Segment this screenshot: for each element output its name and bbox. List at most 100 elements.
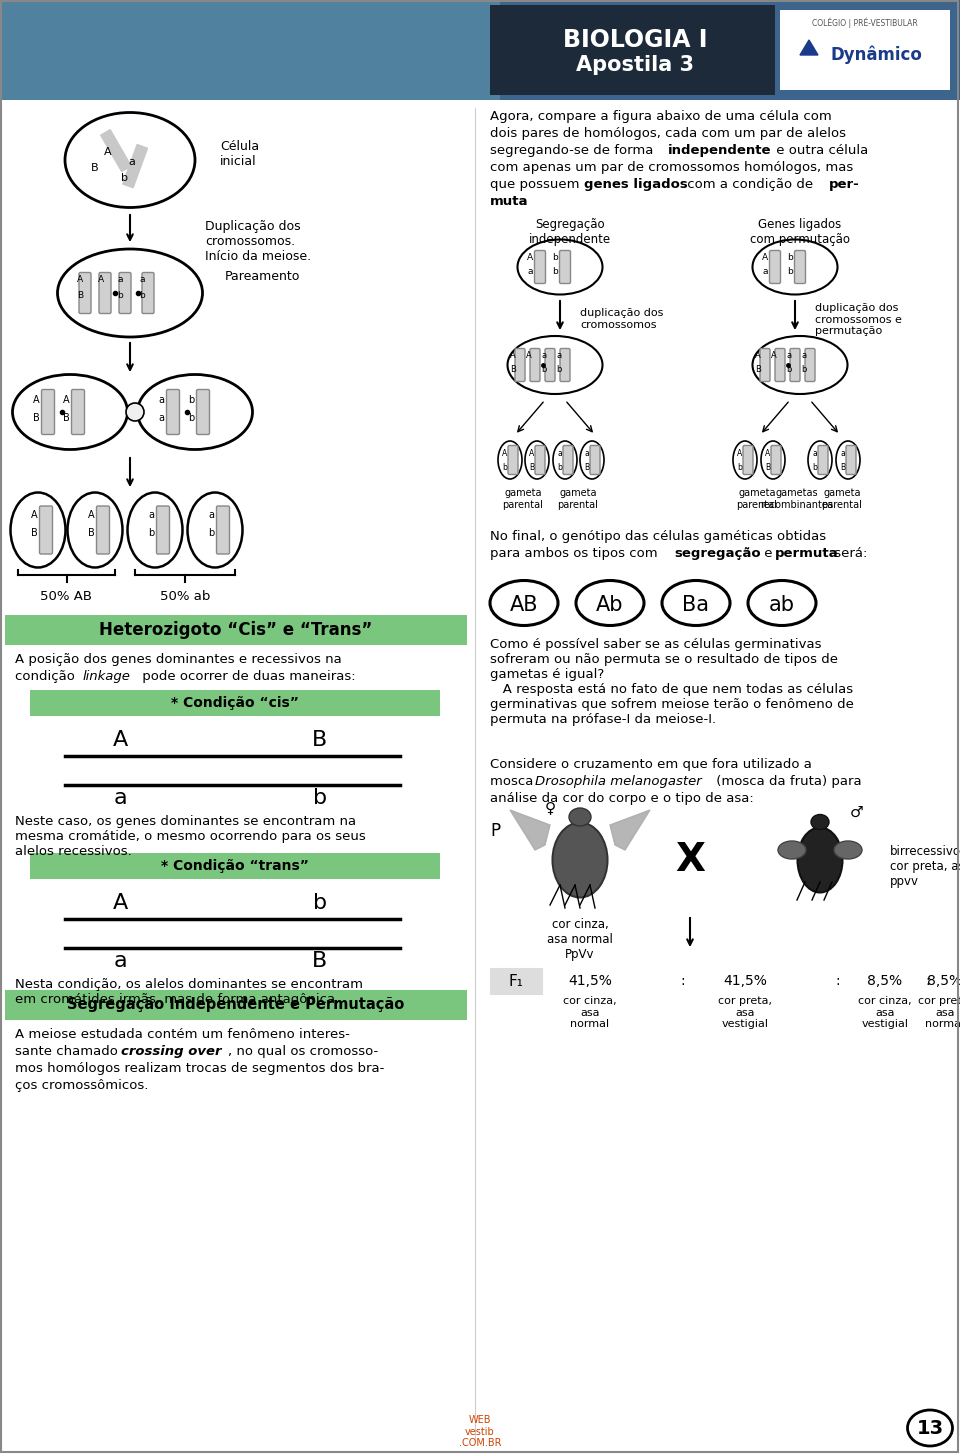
Text: muta: muta bbox=[490, 195, 529, 208]
Text: Célula
inicial: Célula inicial bbox=[220, 140, 259, 169]
Text: :: : bbox=[925, 974, 930, 989]
Text: a: a bbox=[117, 275, 123, 284]
FancyBboxPatch shape bbox=[805, 349, 815, 381]
Text: crossing over: crossing over bbox=[121, 1045, 222, 1059]
Ellipse shape bbox=[553, 823, 608, 897]
Text: A: A bbox=[33, 395, 39, 406]
Text: a: a bbox=[585, 448, 589, 458]
Text: ♂: ♂ bbox=[850, 806, 864, 820]
Text: B: B bbox=[31, 528, 37, 538]
Text: WEB
vestib
.COM.BR: WEB vestib .COM.BR bbox=[459, 1415, 501, 1448]
Text: mosca: mosca bbox=[490, 775, 538, 788]
FancyBboxPatch shape bbox=[770, 250, 780, 284]
Text: , no qual os cromosso-: , no qual os cromosso- bbox=[228, 1045, 378, 1059]
Text: a: a bbox=[802, 350, 806, 359]
Text: 8,5%: 8,5% bbox=[927, 974, 960, 989]
Text: b: b bbox=[122, 173, 129, 183]
Text: Drosophila melanogaster: Drosophila melanogaster bbox=[535, 775, 702, 788]
Text: b: b bbox=[802, 365, 806, 375]
FancyBboxPatch shape bbox=[156, 506, 170, 554]
Ellipse shape bbox=[836, 441, 860, 478]
Text: b: b bbox=[552, 268, 558, 276]
Text: mos homólogos realizam trocas de segmentos dos bra-: mos homólogos realizam trocas de segment… bbox=[15, 1061, 384, 1075]
Text: A: A bbox=[510, 350, 516, 359]
Bar bbox=[101, 129, 132, 172]
Ellipse shape bbox=[128, 493, 182, 567]
Text: condição: condição bbox=[15, 670, 79, 683]
Text: A: A bbox=[62, 395, 69, 406]
Text: A: A bbox=[527, 253, 533, 262]
FancyBboxPatch shape bbox=[119, 272, 131, 314]
Text: B: B bbox=[312, 730, 327, 750]
Text: a: a bbox=[786, 350, 792, 359]
Text: A: A bbox=[98, 275, 104, 284]
Text: Neste caso, os genes dominantes se encontram na
mesma cromátide, o mesmo ocorren: Neste caso, os genes dominantes se encon… bbox=[15, 816, 366, 858]
FancyBboxPatch shape bbox=[545, 349, 555, 381]
Ellipse shape bbox=[580, 441, 604, 478]
Text: genes ligados: genes ligados bbox=[584, 177, 687, 190]
Text: a: a bbox=[139, 275, 145, 284]
Text: b: b bbox=[558, 462, 563, 471]
FancyBboxPatch shape bbox=[71, 390, 84, 435]
FancyBboxPatch shape bbox=[79, 272, 91, 314]
Text: B: B bbox=[510, 365, 516, 375]
Text: que possuem: que possuem bbox=[490, 177, 584, 190]
Text: permuta: permuta bbox=[775, 547, 839, 560]
Text: AB: AB bbox=[510, 595, 539, 615]
Text: gameta
parental: gameta parental bbox=[822, 489, 862, 509]
Text: :: : bbox=[836, 974, 840, 989]
Text: (mosca da fruta) para: (mosca da fruta) para bbox=[712, 775, 862, 788]
FancyBboxPatch shape bbox=[41, 390, 55, 435]
Text: dois pares de homólogos, cada com um par de alelos: dois pares de homólogos, cada com um par… bbox=[490, 126, 846, 140]
Text: Pareamento: Pareamento bbox=[225, 270, 300, 284]
FancyBboxPatch shape bbox=[790, 349, 800, 381]
Text: a: a bbox=[129, 157, 135, 167]
Text: b: b bbox=[556, 365, 562, 375]
Text: A: A bbox=[502, 448, 508, 458]
FancyBboxPatch shape bbox=[39, 506, 53, 554]
Polygon shape bbox=[800, 41, 818, 55]
FancyBboxPatch shape bbox=[563, 445, 573, 474]
Text: birrecessivo
cor preta, asa vestigial
ppvv: birrecessivo cor preta, asa vestigial pp… bbox=[890, 845, 960, 888]
FancyBboxPatch shape bbox=[560, 250, 570, 284]
Text: a: a bbox=[113, 951, 127, 971]
Ellipse shape bbox=[126, 403, 144, 422]
Ellipse shape bbox=[67, 493, 123, 567]
Text: 8,5%: 8,5% bbox=[868, 974, 902, 989]
Text: gameta
parental: gameta parental bbox=[736, 489, 778, 509]
Bar bbox=[30, 691, 440, 715]
Text: gameta
parental: gameta parental bbox=[503, 489, 543, 509]
Text: b: b bbox=[552, 253, 558, 262]
Ellipse shape bbox=[778, 840, 806, 859]
FancyBboxPatch shape bbox=[97, 506, 109, 554]
Text: * Condição “cis”: * Condição “cis” bbox=[171, 696, 299, 710]
Text: Considere o cruzamento em que fora utilizado a: Considere o cruzamento em que fora utili… bbox=[490, 758, 812, 771]
Text: ços cromossômicos.: ços cromossômicos. bbox=[15, 1079, 149, 1092]
Text: b: b bbox=[503, 462, 508, 471]
Text: Segregação
independente: Segregação independente bbox=[529, 218, 612, 246]
Text: A: A bbox=[526, 350, 532, 359]
FancyBboxPatch shape bbox=[508, 445, 518, 474]
FancyBboxPatch shape bbox=[197, 390, 209, 435]
Text: cor cinza,
asa
normal: cor cinza, asa normal bbox=[564, 996, 617, 1029]
Ellipse shape bbox=[11, 493, 65, 567]
Ellipse shape bbox=[808, 441, 832, 478]
Text: b: b bbox=[117, 291, 123, 300]
FancyBboxPatch shape bbox=[530, 349, 540, 381]
Text: B: B bbox=[840, 462, 846, 471]
FancyBboxPatch shape bbox=[515, 349, 525, 381]
Ellipse shape bbox=[187, 493, 243, 567]
Text: b: b bbox=[313, 788, 327, 808]
Text: B: B bbox=[87, 528, 94, 538]
Ellipse shape bbox=[834, 840, 862, 859]
Text: cor preta,
asa
normal: cor preta, asa normal bbox=[918, 996, 960, 1029]
Text: A meiose estudada contém um fenômeno interes-: A meiose estudada contém um fenômeno int… bbox=[15, 1028, 349, 1041]
Text: segregação: segregação bbox=[674, 547, 760, 560]
FancyBboxPatch shape bbox=[775, 349, 785, 381]
Text: Heterozigoto “Cis” e “Trans”: Heterozigoto “Cis” e “Trans” bbox=[99, 621, 372, 638]
Text: com apenas um par de cromossomos homólogos, mas: com apenas um par de cromossomos homólog… bbox=[490, 161, 853, 174]
Text: F₁: F₁ bbox=[509, 974, 523, 989]
Text: b: b bbox=[188, 395, 194, 406]
Text: para ambos os tipos com: para ambos os tipos com bbox=[490, 547, 661, 560]
Text: * Condição “trans”: * Condição “trans” bbox=[161, 859, 309, 872]
